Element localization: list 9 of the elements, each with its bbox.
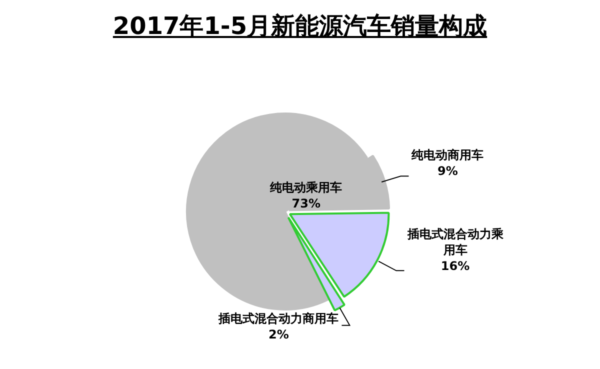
data-label: 73% [292,196,320,210]
chart-title: 2017年1-5月新能源汽车销量构成 [112,12,488,40]
data-label: 9% [438,164,458,178]
slice-label: 纯电动商用车 [410,148,484,162]
slice-label: 插电式混合动力乘用车 [406,226,504,257]
data-label: 2% [268,328,289,342]
data-label: 16% [440,258,470,273]
slice-label: 插电式混合动力商用车 [218,312,339,326]
slice-label: 纯电动乘用车 [269,180,342,194]
